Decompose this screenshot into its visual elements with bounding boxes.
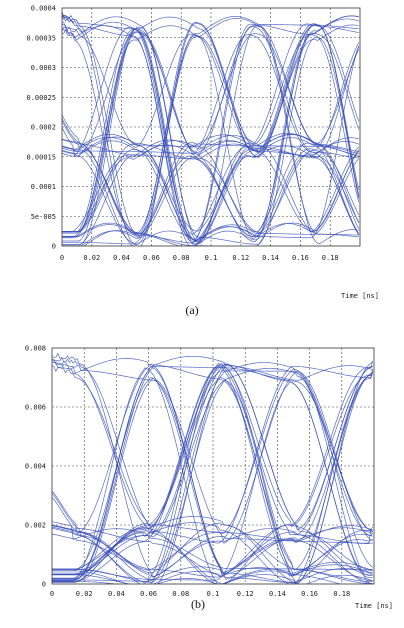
eye-trace xyxy=(62,18,359,237)
y-tick-label: 0.00035 xyxy=(26,34,56,42)
eye-trace xyxy=(62,26,359,235)
x-tick-label: 0.1 xyxy=(205,254,218,262)
eye-trace xyxy=(52,366,373,582)
x-tick-label: 0.02 xyxy=(76,590,93,598)
eye-traces xyxy=(62,11,360,246)
eye-trace xyxy=(62,29,360,246)
eye-trace xyxy=(62,31,360,233)
y-tick-label: 0.002 xyxy=(25,522,46,530)
x-tick-label: 0.08 xyxy=(173,254,190,262)
eye-trace xyxy=(62,21,360,243)
eye-trace xyxy=(52,355,373,574)
x-tick-label: 0.12 xyxy=(237,590,254,598)
eye-trace xyxy=(62,140,360,244)
x-tick-label: 0.08 xyxy=(172,590,189,598)
y-tick-label: 5e-005 xyxy=(31,213,56,221)
eye-trace xyxy=(62,46,360,244)
eye-trace xyxy=(62,25,360,242)
eye-trace xyxy=(62,16,360,245)
y-tick-label: 0.0001 xyxy=(31,183,56,191)
eye-trace xyxy=(52,372,373,577)
eye-trace xyxy=(62,133,359,237)
eye-trace xyxy=(52,529,373,584)
eye-diagram-a: 0 0.02 0.04 0.06 0.08 0.1 0.12 0.14 0.16 0.18 0 5e-… xyxy=(26,5,378,318)
eye-trace xyxy=(52,361,343,584)
eye-trace xyxy=(62,33,359,235)
eye-trace xyxy=(52,366,373,575)
x-tick-label: 0.04 xyxy=(113,254,130,262)
eye-trace xyxy=(62,25,359,245)
eye-trace xyxy=(52,364,374,544)
x-tick-label: 0.16 xyxy=(301,590,318,598)
x-tick-label: 0.16 xyxy=(292,254,309,262)
y-tick-label: 0 xyxy=(52,243,56,251)
x-tick-label: 0 xyxy=(60,254,64,262)
eye-traces xyxy=(52,352,374,584)
eye-trace xyxy=(62,25,359,240)
eye-trace xyxy=(62,23,360,242)
eye-trace xyxy=(62,22,359,246)
eye-trace xyxy=(62,35,359,233)
eye-trace xyxy=(52,362,371,584)
x-tick-label: 0.18 xyxy=(322,254,339,262)
y-tick-label: 0.004 xyxy=(25,463,46,471)
x-tick-label: 0.14 xyxy=(269,590,286,598)
x-tick-label: 0.1 xyxy=(207,590,220,598)
eye-trace xyxy=(52,370,373,572)
y-tick-label: 0.00025 xyxy=(26,94,56,102)
y-tick-label: 0.0003 xyxy=(31,64,56,72)
x-tick-label: 0.18 xyxy=(333,590,350,598)
y-tick-label: 0.006 xyxy=(25,404,46,412)
eye-trace xyxy=(62,24,360,243)
panel-label: (b) xyxy=(191,597,205,611)
x-tick-label: 0.12 xyxy=(232,254,249,262)
x-tick-label: 0.14 xyxy=(262,254,279,262)
eye-trace xyxy=(52,524,373,584)
x-tick-label: 0.02 xyxy=(83,254,100,262)
eye-trace xyxy=(52,368,373,571)
plot-frame xyxy=(61,7,361,247)
panel-label: (a) xyxy=(185,303,198,317)
eye-trace xyxy=(52,358,373,581)
eye-trace xyxy=(83,33,360,246)
x-tick-label: 0.06 xyxy=(140,590,157,598)
x-tick-label: 0 xyxy=(50,590,54,598)
eye-trace xyxy=(62,14,360,235)
x-axis-title: Time [ns] xyxy=(355,602,393,610)
eye-trace xyxy=(62,18,359,244)
eye-trace xyxy=(52,352,373,578)
eye-trace xyxy=(52,366,373,582)
eye-trace xyxy=(62,23,360,233)
eye-trace xyxy=(52,377,373,584)
eye-trace xyxy=(62,137,359,246)
eye-diagram-b: 0 0.02 0.04 0.06 0.08 0.1 0.12 0.14 0.16 0.18 0 0.0… xyxy=(25,345,393,612)
eye-trace xyxy=(52,566,373,583)
eye-trace xyxy=(62,23,359,233)
x-axis-title: Time [ns] xyxy=(341,292,379,300)
y-tick-label: 0.0004 xyxy=(31,5,56,13)
eye-trace xyxy=(52,360,374,584)
eye-trace xyxy=(62,135,359,246)
y-tick-label: 0.008 xyxy=(25,345,46,353)
eye-trace xyxy=(52,367,373,584)
y-tick-label: 0 xyxy=(42,581,46,589)
eye-trace xyxy=(52,374,373,574)
eye-trace xyxy=(62,16,359,232)
eye-trace xyxy=(52,364,373,584)
plot-frame xyxy=(51,347,375,585)
y-tick-label: 0.00015 xyxy=(26,153,56,161)
x-tick-label: 0.06 xyxy=(143,254,160,262)
x-tick-label: 0.04 xyxy=(108,590,125,598)
y-tick-label: 0.0002 xyxy=(31,124,56,132)
eye-trace xyxy=(52,368,373,575)
eye-trace xyxy=(52,377,373,583)
eye-trace xyxy=(52,372,373,584)
eye-trace xyxy=(52,356,373,534)
